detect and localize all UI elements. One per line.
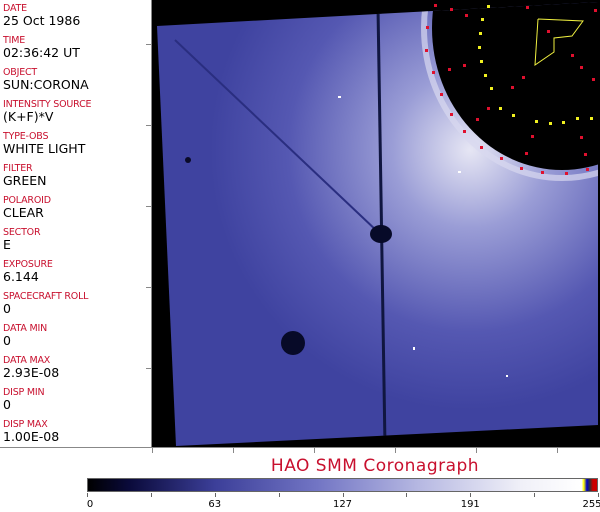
field-disp-max: DISP MAX 1.00E-08 [3, 419, 59, 444]
field-value: GREEN [3, 173, 47, 188]
x-tick [557, 448, 558, 453]
field-value: CLEAR [3, 205, 44, 220]
field-value: 6.144 [3, 269, 39, 284]
coronagraph-image [152, 0, 600, 447]
field-value: 1.00E-08 [3, 429, 60, 444]
y-tick [146, 44, 152, 45]
colorbar-tick [150, 493, 152, 497]
colorbar-tick-label: 255 [582, 499, 600, 510]
x-tick [395, 448, 396, 453]
coronagraph-image-svg [157, 2, 598, 446]
field-data-max: DATA MAX 2.93E-08 [3, 355, 59, 380]
field-object: OBJECT SUN:CORONA [3, 67, 89, 92]
field-data-min: DATA MIN 0 [3, 323, 47, 348]
y-tick [146, 368, 152, 369]
field-value: WHITE LIGHT [3, 141, 86, 156]
field-sector: SECTOR E [3, 227, 41, 252]
pylon-hub [370, 225, 392, 243]
colorbar-tick [534, 493, 536, 497]
colorbar-tick [406, 493, 408, 497]
field-label: SECTOR [3, 227, 41, 238]
colorbar-tick [598, 493, 599, 497]
sun-direction-marker [534, 18, 584, 66]
metadata-panel: DATE 25 Oct 1986 TIME 02:36:42 UT OBJECT SUN:… [0, 0, 152, 448]
field-label: DISP MIN [3, 387, 45, 398]
diagonal-streak [174, 39, 379, 233]
field-label: DATE [3, 3, 27, 14]
field-label: FILTER [3, 163, 33, 174]
field-value: 02:36:42 UT [3, 45, 80, 60]
field-date: DATE 25 Oct 1986 [3, 3, 80, 28]
field-label: DISP MAX [3, 419, 48, 430]
field-label: TYPE-OBS [3, 131, 49, 142]
field-spacecraft-roll: SPACECRAFT ROLL 0 [3, 291, 88, 316]
field-intensity-source: INTENSITY SOURCE (K+F)*V [3, 99, 92, 124]
field-filter: FILTER GREEN [3, 163, 47, 188]
field-disp-min: DISP MIN 0 [3, 387, 45, 412]
field-label: POLAROID [3, 195, 51, 206]
field-value: 0 [3, 333, 11, 348]
y-tick [146, 206, 152, 207]
field-label: DATA MAX [3, 355, 51, 366]
dust-spot [281, 331, 305, 355]
field-exposure: EXPOSURE 6.144 [3, 259, 53, 284]
x-tick [314, 448, 315, 453]
colorbar-tick [342, 493, 344, 497]
grid-markers [425, 4, 597, 175]
field-label: EXPOSURE [3, 259, 53, 270]
x-tick [152, 448, 153, 453]
colorbar-tick [214, 493, 216, 497]
field-label: DATA MIN [3, 323, 47, 334]
field-label: OBJECT [3, 67, 38, 78]
field-label: INTENSITY SOURCE [3, 99, 92, 110]
field-label: SPACECRAFT ROLL [3, 291, 89, 302]
field-type-obs: TYPE-OBS WHITE LIGHT [3, 131, 85, 156]
y-tick [146, 125, 152, 126]
colorbar-tick-label: 63 [208, 499, 222, 510]
occulter-disk [432, 2, 598, 170]
x-tick [233, 448, 234, 453]
occulter-halo [421, 2, 598, 181]
field-value: 25 Oct 1986 [3, 13, 81, 28]
field-time: TIME 02:36:42 UT [3, 35, 80, 60]
field-label: TIME [3, 35, 26, 46]
field-value: 2.93E-08 [3, 365, 60, 380]
field-value: 0 [3, 397, 11, 412]
x-axis [152, 447, 600, 448]
colorbar-tick [87, 493, 88, 497]
field-value: SUN:CORONA [3, 77, 89, 92]
colorbar-tick-label: 0 [86, 499, 94, 510]
field-value: E [3, 237, 11, 252]
x-tick [476, 448, 477, 453]
dust-spot-small [185, 157, 191, 163]
y-tick [146, 287, 152, 288]
field-value: (K+F)*V [3, 109, 54, 124]
colorbar-tick [278, 493, 280, 497]
colorbar [87, 478, 598, 492]
colorbar-tick-label: 191 [460, 499, 480, 510]
field-polaroid: POLAROID CLEAR [3, 195, 51, 220]
field-value: 0 [3, 301, 11, 316]
plot-title: HAO SMM Coronagraph [270, 456, 480, 476]
colorbar-tick-label: 127 [332, 499, 353, 510]
colorbar-tick [470, 493, 472, 497]
